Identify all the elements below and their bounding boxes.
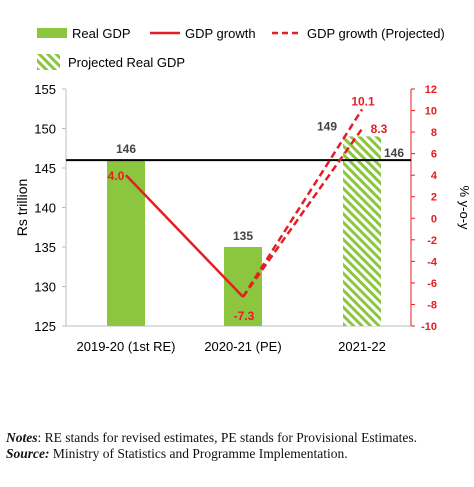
y-left-label: Rs trillion <box>14 179 30 237</box>
line-gdp-growth-projected <box>241 108 364 298</box>
left-tick-label: 145 <box>34 161 56 176</box>
bar-real-gdp <box>224 247 262 326</box>
left-tick-label: 155 <box>34 82 56 97</box>
x-tick-label: 2019-20 (1st RE) <box>77 339 176 354</box>
left-tick-label: 125 <box>34 319 56 334</box>
right-tick-label: -8 <box>427 299 437 311</box>
legend-label: GDP growth (Projected) <box>307 26 445 41</box>
x-tick-label: 2021-22 <box>338 339 386 354</box>
source-label: Source: <box>6 446 50 461</box>
line-gdp-growth-projected <box>241 128 364 298</box>
left-tick-label: 135 <box>34 240 56 255</box>
right-tick-label: -10 <box>421 321 437 333</box>
bar-value-label: 135 <box>233 229 253 243</box>
notes-block: Notes: RE stands for revised estimates, … <box>6 430 468 462</box>
right-tick-label: 6 <box>431 149 437 161</box>
left-tick-label: 150 <box>34 122 56 137</box>
notes-text: : RE stands for revised estimates, PE st… <box>37 430 417 445</box>
right-tick-label: 8 <box>431 127 437 139</box>
source-text: Ministry of Statistics and Programme Imp… <box>49 446 348 461</box>
right-tick-label: 0 <box>431 213 437 225</box>
y-right-label: % y-o-y <box>457 185 472 230</box>
bar-value-label: 149 <box>317 119 337 133</box>
right-tick-label: 4 <box>431 170 438 182</box>
legend-swatch-projected-real-gdp <box>37 54 60 70</box>
notes-label: Notes <box>6 430 38 445</box>
plot-area: 125 130 135 140 145 150 155 -10 -8 -6 -4 -2 0 2 4 6 8 10 1… <box>14 82 472 354</box>
bar-value-label: 146 <box>116 142 136 156</box>
growth-label-projected: 10.1 <box>351 94 375 108</box>
left-tick-label: 130 <box>34 280 56 295</box>
legend-label: GDP growth <box>185 26 256 41</box>
right-tick-label: 2 <box>431 192 437 204</box>
legend-label: Projected Real GDP <box>68 55 185 70</box>
line-gdp-growth <box>125 174 244 298</box>
legend-swatch-real-gdp <box>37 28 67 38</box>
right-tick-label: 10 <box>425 106 437 118</box>
bar-real-gdp <box>107 160 145 326</box>
right-tick-label: -4 <box>427 256 438 268</box>
right-tick-label: -2 <box>427 235 437 247</box>
right-tick-label: 12 <box>425 84 437 96</box>
reference-line-label: 146 <box>384 146 404 160</box>
legend-label: Real GDP <box>72 26 131 41</box>
source-paragraph: Source: Ministry of Statistics and Progr… <box>6 446 468 462</box>
bar-projected-real-gdp <box>343 136 381 326</box>
notes-paragraph: Notes: RE stands for revised estimates, … <box>6 430 468 446</box>
growth-label-projected: 8.3 <box>371 122 388 136</box>
legend: Real GDP GDP growth GDP growth (Projected)… <box>37 26 445 70</box>
right-tick-label: -6 <box>427 278 437 290</box>
chart: Real GDP GDP growth GDP growth (Projected)… <box>14 26 472 354</box>
left-tick-label: 140 <box>34 201 56 216</box>
growth-label: 4.0 <box>108 169 125 183</box>
growth-label: -7.3 <box>234 309 255 323</box>
x-tick-label: 2020-21 (PE) <box>204 339 281 354</box>
